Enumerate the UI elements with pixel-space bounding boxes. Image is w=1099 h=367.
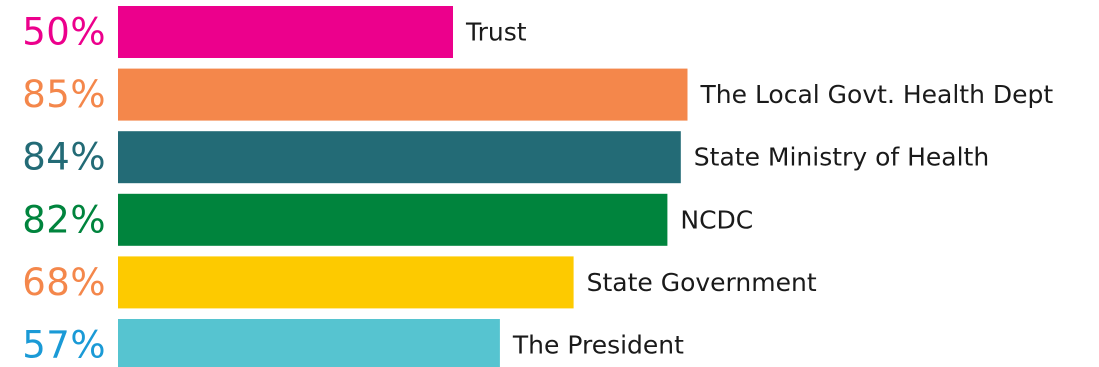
bar-4 [118,256,574,309]
value-label-0: 50% [22,11,106,54]
category-label-3: NCDC [680,205,753,234]
bar-1 [118,68,688,121]
category-label-4: State Government [587,268,817,297]
value-label-2: 84% [22,136,106,179]
bar-5 [118,319,500,367]
value-label-1: 85% [22,73,106,116]
category-label-0: Trust [465,18,527,47]
bar-0 [118,6,453,58]
category-label-5: The President [512,331,684,360]
bar-3 [118,193,668,246]
value-label-3: 82% [22,198,106,241]
bar-2 [118,131,681,184]
value-label-5: 57% [22,324,106,367]
category-label-1: The Local Govt. Health Dept [700,80,1054,109]
value-label-4: 68% [22,261,106,304]
category-label-2: State Ministry of Health [694,143,989,172]
